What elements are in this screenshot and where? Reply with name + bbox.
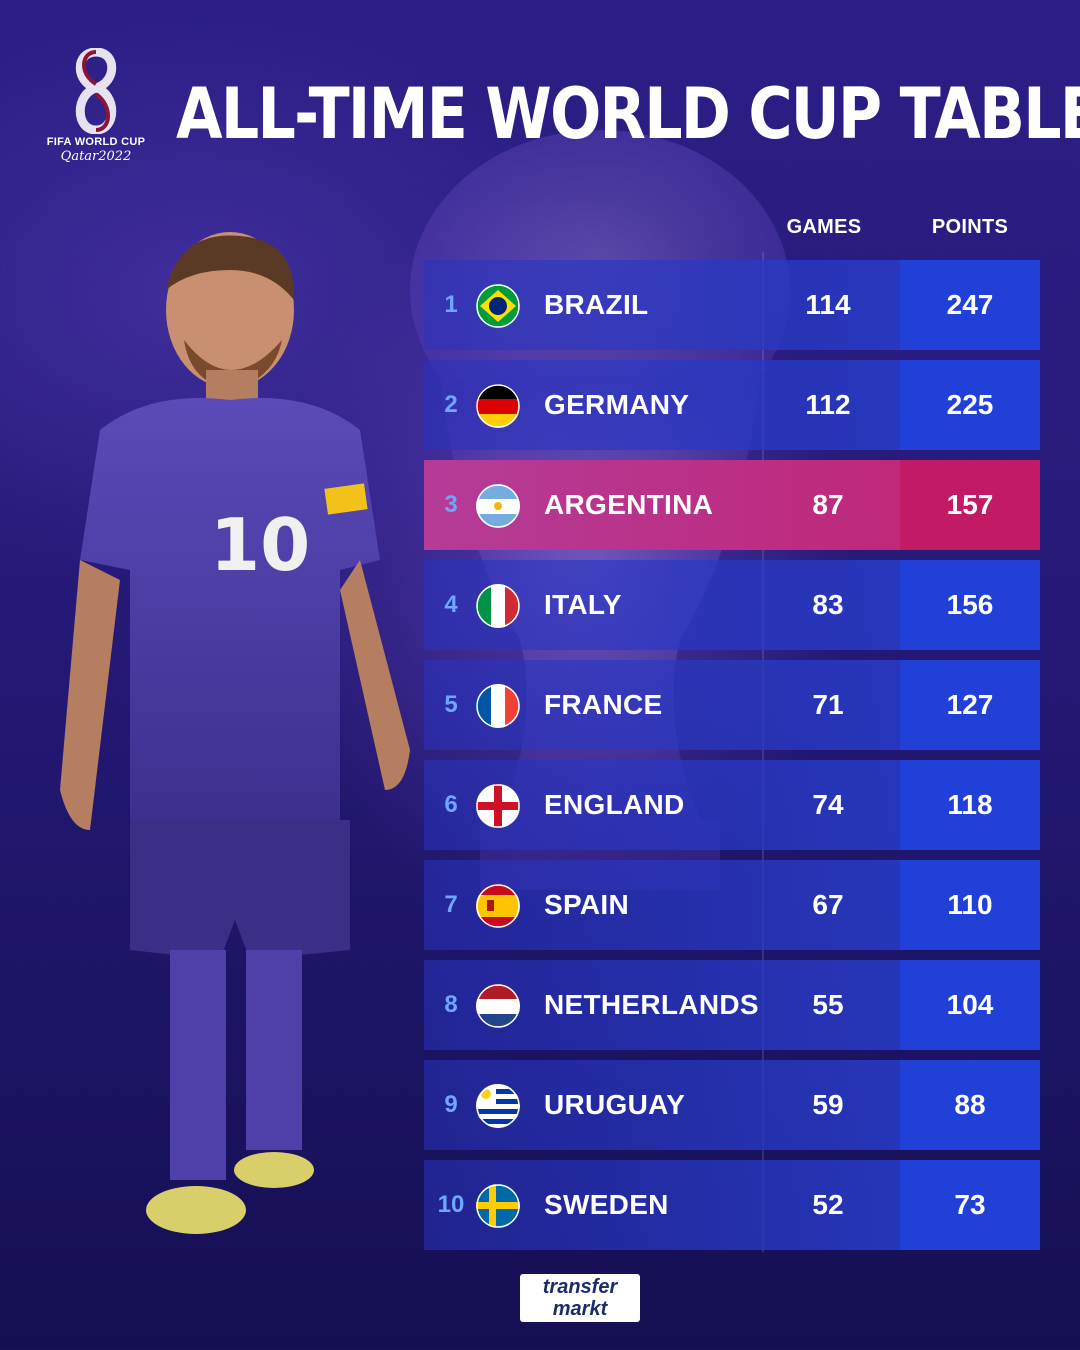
table-row: 7 SPAIN 67 110 — [424, 860, 1040, 950]
transfermarkt-logo: transfer markt — [520, 1274, 640, 1322]
points-value: 73 — [900, 1160, 1040, 1250]
games-value: 55 — [812, 989, 844, 1020]
logo-text-line2: Qatar2022 — [60, 149, 132, 164]
brazil-flag-icon — [476, 284, 520, 328]
country-name: SWEDEN — [544, 1189, 669, 1220]
games-column-header: GAMES — [786, 216, 862, 238]
points-value: 88 — [900, 1060, 1040, 1150]
games-value: 87 — [812, 489, 844, 520]
player-photo: 10 — [60, 232, 410, 1234]
points-value: 118 — [900, 760, 1040, 850]
country-name: NETHERLANDS — [544, 989, 759, 1020]
table-row: 1 BRAZIL 114 247 — [424, 260, 1040, 350]
table-row: 10 SWEDEN 52 73 — [424, 1160, 1040, 1250]
points-value: 127 — [900, 660, 1040, 750]
points-value: 104 — [900, 960, 1040, 1050]
rank: 9 — [444, 1091, 458, 1118]
rank: 3 — [444, 491, 458, 518]
svg-text:10: 10 — [210, 503, 310, 587]
standings-table: 1 BRAZIL 114 247 2 GERMANY 112 — [424, 252, 1040, 1260]
games-value: 71 — [812, 689, 844, 720]
column-divider — [762, 252, 764, 1252]
table-row: 9 URUGUAY 59 88 — [424, 1060, 1040, 1150]
games-value: 112 — [805, 389, 851, 420]
points-value: 225 — [900, 360, 1040, 450]
points-value: 247 — [900, 260, 1040, 350]
brand-text-bottom: markt — [552, 1298, 608, 1320]
country-name: BRAZIL — [544, 289, 649, 320]
games-value: 74 — [812, 789, 844, 820]
logo-text-line1: FIFA WORLD CUP — [46, 136, 146, 148]
country-name: ENGLAND — [544, 789, 685, 820]
points-column-header: POINTS — [931, 216, 1009, 238]
table-row: 5 FRANCE 71 127 — [424, 660, 1040, 750]
country-name: ARGENTINA — [544, 489, 714, 520]
rank: 5 — [444, 691, 458, 718]
rank: 1 — [444, 291, 458, 318]
table-row: 6 ENGLAND 74 118 — [424, 760, 1040, 850]
country-name: SPAIN — [544, 889, 629, 920]
country-name: URUGUAY — [544, 1089, 686, 1120]
rank: 8 — [444, 991, 458, 1018]
table-row: 8 NETHERLANDS 55 104 — [424, 960, 1040, 1050]
italy-flag-icon — [476, 584, 520, 628]
table-row-highlighted: 3 ARGENTINA 87 157 — [424, 460, 1040, 550]
games-value: 83 — [812, 589, 844, 620]
spain-flag-icon — [476, 884, 520, 928]
germany-flag-icon — [476, 384, 520, 428]
argentina-flag-icon — [476, 484, 520, 528]
brand-text-top: transfer — [542, 1276, 618, 1298]
table-row: 4 ITALY 83 156 — [424, 560, 1040, 650]
qatar-2022-emblem-icon — [75, 48, 117, 134]
points-value: 156 — [900, 560, 1040, 650]
rank: 4 — [444, 591, 458, 618]
country-name: FRANCE — [544, 689, 663, 720]
page-title: ALL-TIME WORLD CUP TABLE — [176, 73, 1080, 155]
uruguay-flag-icon — [476, 1084, 520, 1128]
sweden-flag-icon — [476, 1184, 520, 1228]
games-value: 114 — [805, 289, 851, 320]
rank: 2 — [444, 391, 458, 418]
points-value: 157 — [900, 460, 1040, 550]
games-value: 59 — [812, 1089, 844, 1120]
fifa-world-cup-logo: FIFA WORLD CUP Qatar2022 — [44, 48, 148, 168]
points-value: 110 — [900, 860, 1040, 950]
country-name: ITALY — [544, 589, 622, 620]
games-value: 67 — [812, 889, 844, 920]
england-flag-icon — [476, 784, 520, 828]
rank: 7 — [444, 891, 458, 918]
country-name: GERMANY — [544, 389, 690, 420]
netherlands-flag-icon — [476, 984, 520, 1028]
games-value: 52 — [812, 1189, 844, 1220]
table-row: 2 GERMANY 112 225 — [424, 360, 1040, 450]
rank: 6 — [444, 791, 458, 818]
france-flag-icon — [476, 684, 520, 728]
rank: 10 — [437, 1191, 465, 1218]
